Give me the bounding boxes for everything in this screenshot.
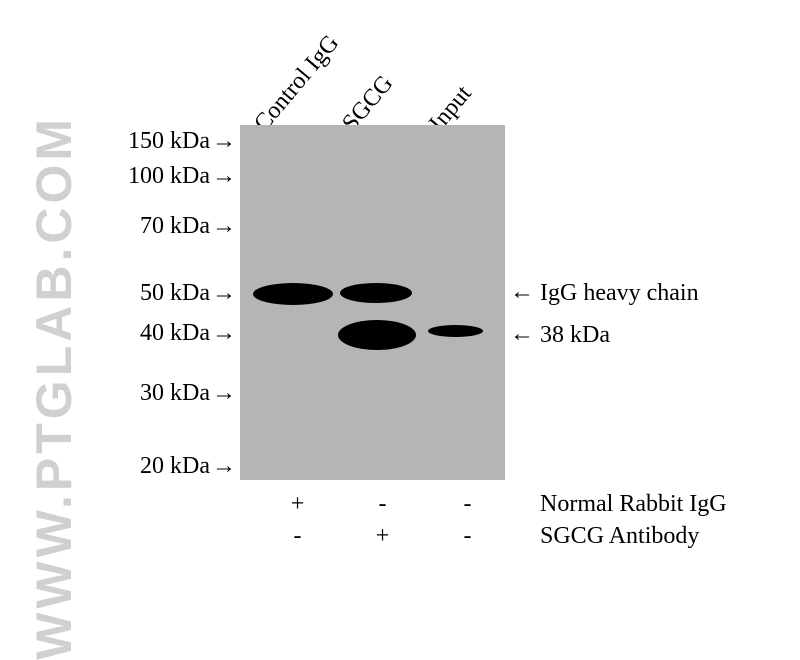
- table-cell: -: [425, 523, 510, 550]
- lane-label-control: Control IgG: [249, 30, 345, 137]
- right-label-38kda: 38 kDa: [540, 322, 610, 349]
- figure-container: WWW.PTGLAB.COM Control IgG SGCG Input 15…: [0, 0, 800, 600]
- arrow-icon: →: [212, 380, 236, 407]
- arrow-icon: →: [212, 280, 236, 307]
- arrow-left-icon: ←: [510, 279, 534, 306]
- mw-label-40: 40 kDa: [140, 320, 210, 347]
- western-blot: [240, 125, 505, 480]
- table-cell: -: [255, 523, 340, 550]
- mw-label-30: 30 kDa: [140, 380, 210, 407]
- table-row: + - - Normal Rabbit IgG: [255, 488, 727, 520]
- table-row: - + - SGCG Antibody: [255, 520, 727, 552]
- arrow-icon: →: [212, 163, 236, 190]
- arrow-icon: →: [212, 320, 236, 347]
- table-cell: +: [255, 491, 340, 518]
- band-control-igg-heavy: [253, 283, 333, 305]
- table-label: SGCG Antibody: [540, 523, 699, 550]
- band-input-target: [428, 325, 483, 337]
- table-cell: +: [340, 523, 425, 550]
- mw-label-150: 150 kDa: [128, 128, 210, 155]
- table-cell: -: [425, 491, 510, 518]
- arrow-icon: →: [212, 453, 236, 480]
- arrow-icon: →: [212, 213, 236, 240]
- arrow-left-icon: ←: [510, 321, 534, 348]
- condition-table: + - - Normal Rabbit IgG - + - SGCG Antib…: [255, 488, 727, 552]
- mw-label-70: 70 kDa: [140, 213, 210, 240]
- mw-label-50: 50 kDa: [140, 280, 210, 307]
- band-sgcg-target: [338, 320, 416, 350]
- watermark-text: WWW.PTGLAB.COM: [25, 115, 83, 660]
- table-label: Normal Rabbit IgG: [540, 491, 727, 518]
- mw-label-20: 20 kDa: [140, 453, 210, 480]
- arrow-icon: →: [212, 128, 236, 155]
- mw-label-100: 100 kDa: [128, 163, 210, 190]
- right-label-igg: IgG heavy chain: [540, 280, 699, 307]
- table-cell: -: [340, 491, 425, 518]
- band-sgcg-igg-heavy: [340, 283, 412, 303]
